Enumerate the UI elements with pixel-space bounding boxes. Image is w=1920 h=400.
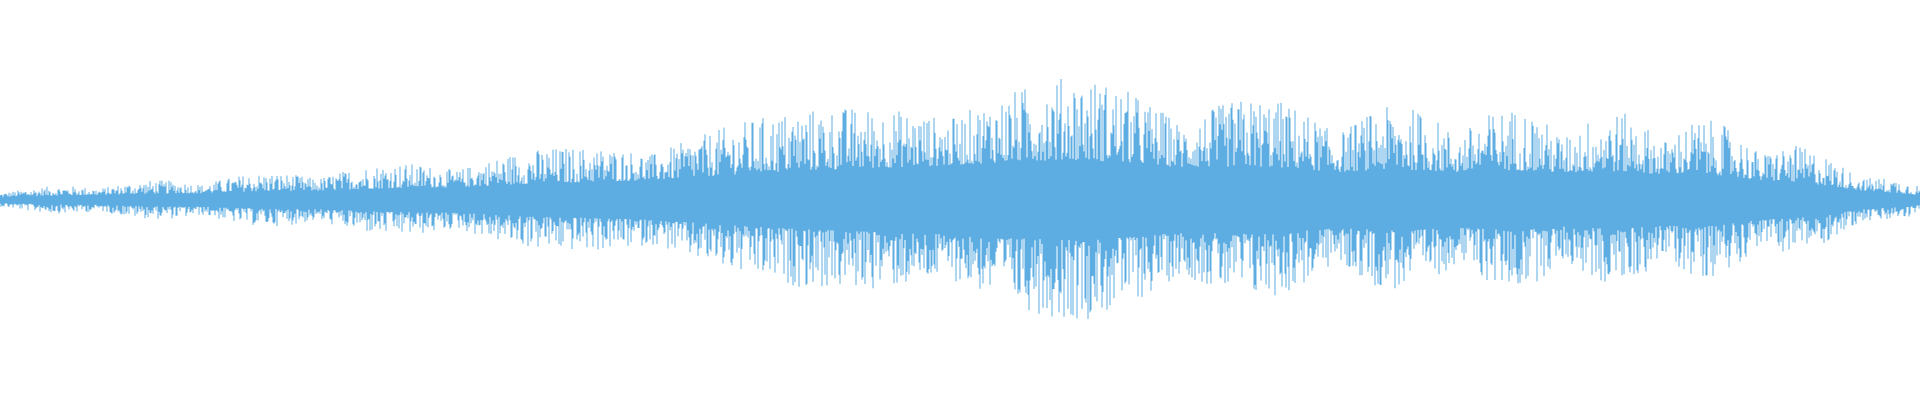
waveform-peaks xyxy=(0,79,1920,319)
